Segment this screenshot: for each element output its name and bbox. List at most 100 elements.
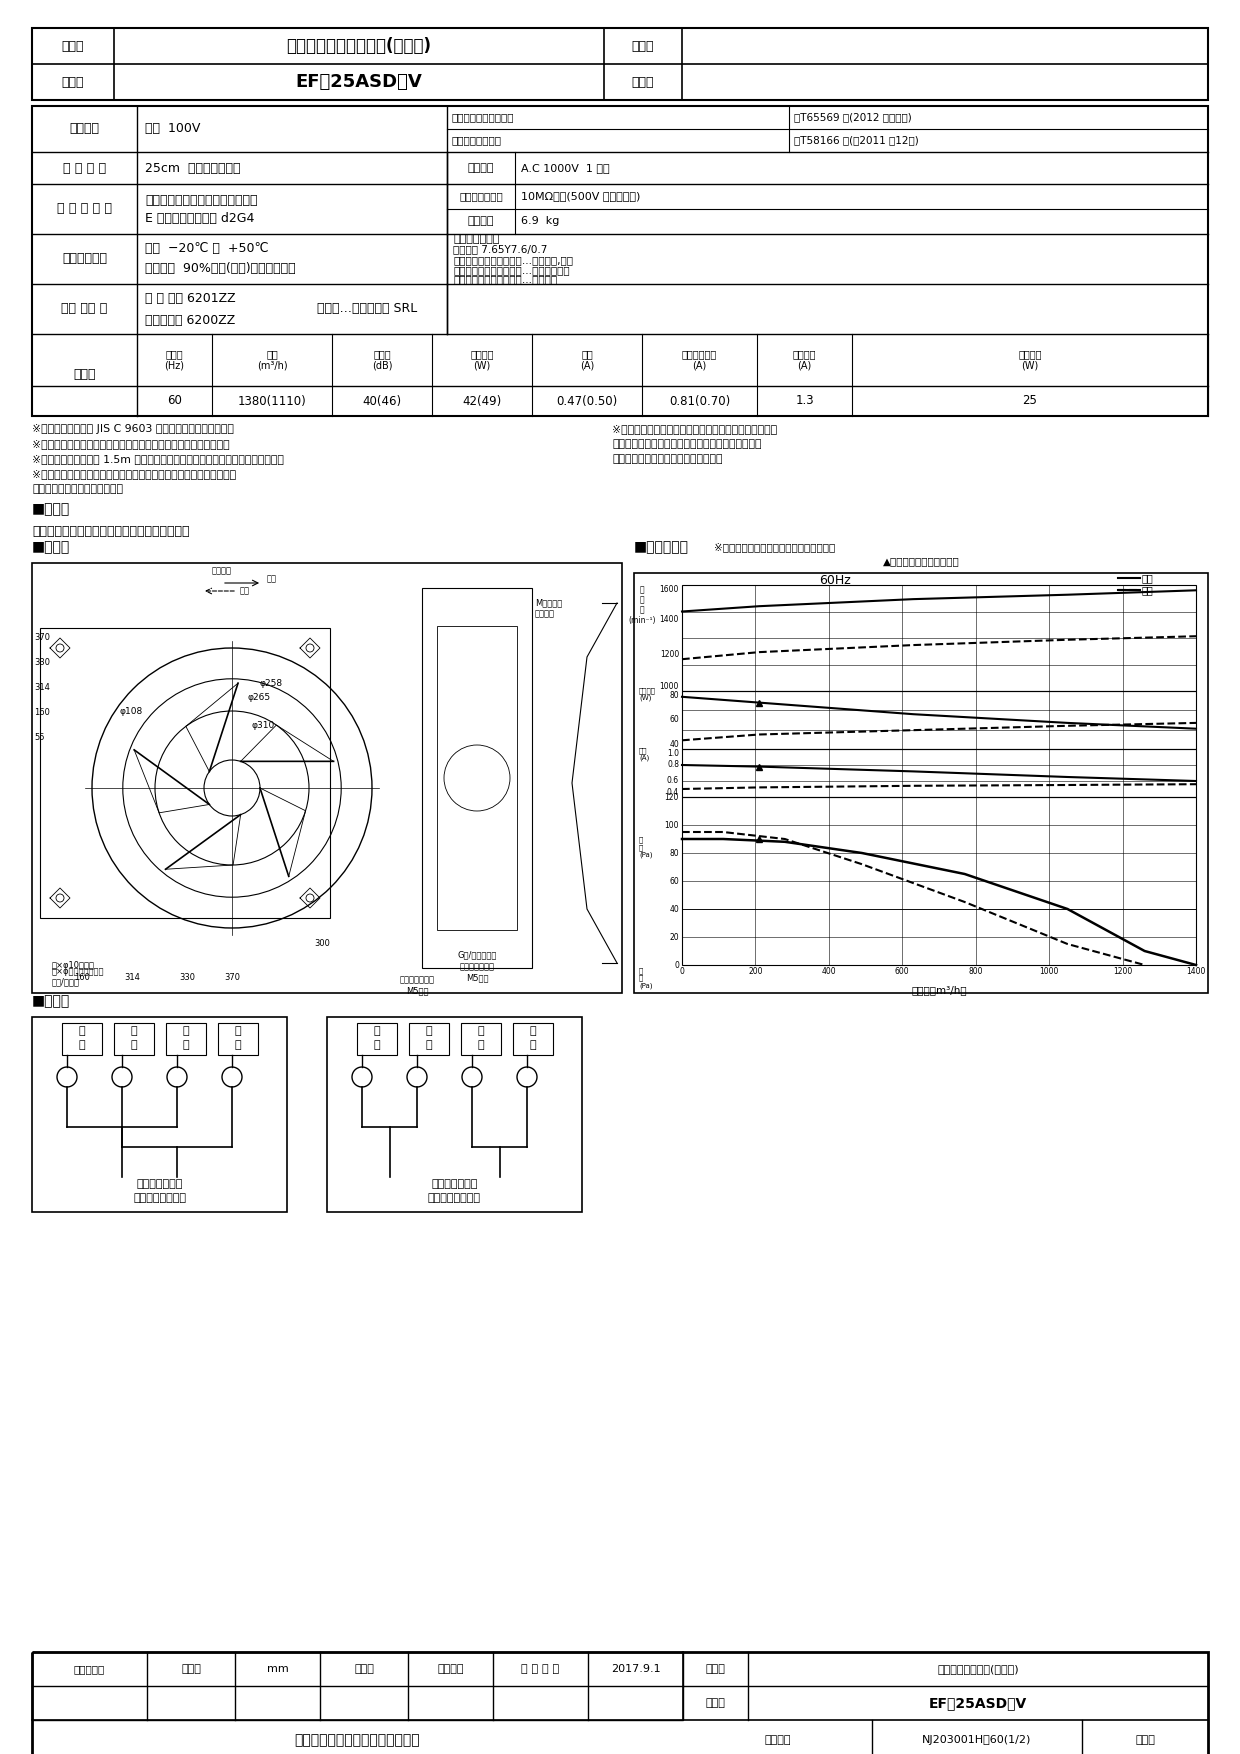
Bar (166, 1023, 206, 1054)
Text: 42(49): 42(49) (463, 395, 502, 407)
Text: 単相  100V: 単相 100V (145, 123, 201, 135)
Text: ※「騒音」「消費電力」「電流」の値はフリーエアー時の値です。: ※「騒音」「消費電力」「電流」の値はフリーエアー時の値です。 (32, 438, 229, 449)
Text: 三菱電機株式会社　中津川製作所: 三菱電機株式会社 中津川製作所 (295, 1733, 420, 1747)
Text: ロ: ロ (234, 1040, 242, 1051)
Text: カ: カ (78, 1040, 86, 1051)
Text: 0.47(0.50): 0.47(0.50) (557, 395, 618, 407)
Bar (32, 563, 622, 993)
Text: 反負荷側　 6200ZZ: 反負荷側 6200ZZ (145, 314, 236, 326)
Text: M４ネジ用: M４ネジ用 (534, 598, 562, 607)
Text: φ265: φ265 (247, 693, 270, 702)
Text: 第T65569 号(2012 年１月～): 第T65569 号(2012 年１月～) (795, 112, 913, 123)
Text: 排気: 排気 (267, 575, 277, 584)
Text: 1.0: 1.0 (667, 749, 680, 758)
Text: 品　名: 品 名 (62, 40, 84, 53)
Bar (32, 1652, 1208, 1754)
Text: 出
圧
(Pa): 出 圧 (Pa) (639, 837, 652, 858)
Text: 周波数
(Hz): 周波数 (Hz) (165, 349, 185, 370)
Text: 60: 60 (670, 877, 680, 886)
Text: 回
転
数
(min⁻¹): 回 転 数 (min⁻¹) (629, 586, 656, 624)
Bar (409, 1023, 449, 1054)
Text: 25cm  金属製軸流羽根: 25cm 金属製軸流羽根 (145, 161, 241, 174)
Text: 160: 160 (33, 709, 50, 717)
Text: 20: 20 (670, 933, 680, 942)
Text: アクリル塗装　　　　　…　モータ: アクリル塗装 … モータ (453, 274, 557, 284)
Text: 80: 80 (670, 849, 680, 858)
Bar (32, 105, 1208, 416)
Text: オ: オ (477, 1040, 485, 1051)
Text: 0: 0 (680, 966, 684, 975)
Text: EF－25ASD－V: EF－25ASD－V (295, 74, 423, 91)
Text: 負 荷 側　 6201ZZ: 負 荷 側 6201ZZ (145, 291, 236, 305)
Text: A.C 1000V  1 分間: A.C 1000V 1 分間 (521, 163, 610, 174)
Text: ポリエステル粉体塗装　…　取付足,羽根: ポリエステル粉体塗装 … 取付足,羽根 (453, 254, 573, 265)
Text: ※風量・消費電力は JIS C 9603 に基づき測定した値です。: ※風量・消費電力は JIS C 9603 に基づき測定した値です。 (32, 424, 234, 433)
Text: mm: mm (267, 1665, 289, 1673)
Text: EF－25ASD－V: EF－25ASD－V (929, 1696, 1027, 1710)
Bar (62, 1023, 102, 1054)
Text: 電　　源: 電 源 (69, 123, 99, 135)
Text: 800: 800 (968, 966, 983, 975)
Text: ア: ア (182, 1026, 190, 1037)
Text: 風　量（m³/h）: 風 量（m³/h） (911, 986, 967, 995)
Text: 産業用有圧換気扇(防爆形): 産業用有圧換気扇(防爆形) (937, 1665, 1019, 1673)
Text: カ: カ (373, 1040, 381, 1051)
Text: φ108: φ108 (120, 707, 144, 716)
Text: ▲印より右が使用可能範囲: ▲印より右が使用可能範囲 (883, 556, 960, 567)
Text: 1000: 1000 (660, 682, 680, 691)
Text: 消費電力
(W): 消費電力 (W) (639, 688, 656, 702)
Text: E 種４極　防爆構造 d2G4: E 種４極 防爆構造 d2G4 (145, 212, 254, 226)
Text: 1000: 1000 (1039, 966, 1059, 975)
Text: 電流
(A): 電流 (A) (639, 747, 650, 761)
Text: 200: 200 (748, 966, 763, 975)
Text: 防爆構造電気機械器具: 防爆構造電気機械器具 (453, 112, 515, 123)
Text: 丸形端子: 丸形端子 (534, 609, 556, 619)
Text: 風量
(m³/h): 風量 (m³/h) (257, 349, 288, 370)
Bar (513, 1023, 553, 1054)
Text: 出
圧
(Pa): 出 圧 (Pa) (639, 966, 652, 989)
Text: シ: シ (529, 1026, 537, 1037)
Text: 質　　量: 質 量 (467, 216, 495, 226)
Text: 公称出力
(W): 公称出力 (W) (1018, 349, 1042, 370)
Text: 第３角図法: 第３角図法 (74, 1665, 105, 1673)
Bar (682, 796, 1197, 965)
Text: 特　性: 特 性 (73, 368, 95, 382)
Text: 1200: 1200 (660, 651, 680, 660)
Text: 370: 370 (33, 633, 50, 642)
Text: 80: 80 (670, 691, 680, 700)
Bar (218, 1023, 258, 1054)
Text: 330: 330 (33, 658, 50, 667)
Bar (114, 1023, 154, 1054)
Text: ４×φ10取付穴: ４×φ10取付穴 (52, 961, 95, 970)
Text: 型式検定合格番号: 型式検定合格番号 (453, 135, 502, 146)
Text: 消費電力
(W): 消費電力 (W) (470, 349, 494, 370)
Text: 1.3: 1.3 (795, 395, 813, 407)
Text: φ258: φ258 (260, 679, 283, 688)
Text: 1200: 1200 (1114, 966, 1132, 975)
Text: 60: 60 (670, 716, 680, 724)
Bar (461, 1023, 501, 1054)
Text: （　）表示は給気時の値です。: （ ）表示は給気時の値です。 (32, 484, 123, 495)
Text: 尺　度: 尺 度 (355, 1665, 374, 1673)
Text: 内部アース端子: 内部アース端子 (399, 975, 434, 984)
Bar (682, 691, 1197, 749)
Text: φ310: φ310 (252, 721, 275, 730)
Text: オ: オ (182, 1040, 190, 1051)
Text: 0.81(0.70): 0.81(0.70) (668, 395, 730, 407)
Text: ※公称出力はおよその目安です。ブレーカや過負荷保護: ※公称出力はおよその目安です。ブレーカや過負荷保護 (613, 424, 777, 433)
Text: 使用周囲条件: 使用周囲条件 (62, 253, 107, 265)
Text: ポリエステル塗装鋼板　…　本体取付枠: ポリエステル塗装鋼板 … 本体取付枠 (453, 265, 569, 275)
Text: 2017.9.1: 2017.9.1 (610, 1665, 661, 1673)
Text: ■結線図: ■結線図 (32, 995, 71, 1009)
Text: 電 動 機 形 式: 電 動 機 形 式 (57, 202, 112, 216)
Text: 回転方向: 回転方向 (212, 567, 232, 575)
Text: 100: 100 (665, 821, 680, 830)
Bar (32, 1017, 286, 1212)
Bar (682, 749, 1197, 796)
Text: マンセル 7.65Y7.6/0.7: マンセル 7.65Y7.6/0.7 (453, 244, 547, 254)
Text: G１/２ネジ位置: G１/２ネジ位置 (458, 951, 497, 959)
Bar (32, 28, 1208, 100)
Text: 仕様書: 仕様書 (1135, 1735, 1154, 1745)
Text: 非比例尺: 非比例尺 (438, 1665, 464, 1673)
Text: （詳細は２ページをご参照ください）: （詳細は２ページをご参照ください） (613, 454, 723, 465)
